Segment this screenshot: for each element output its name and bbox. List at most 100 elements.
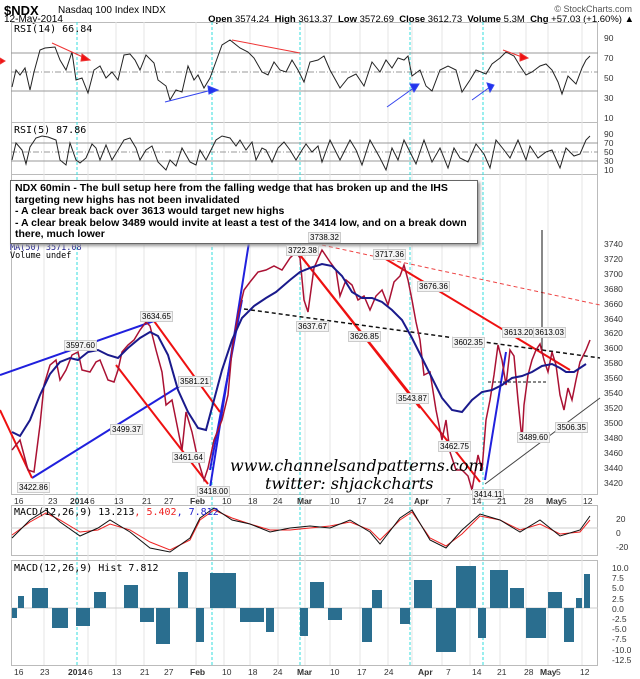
tick: 3560	[604, 373, 623, 384]
x-tick: 10	[330, 496, 340, 506]
x-tick: 23	[48, 496, 58, 506]
open-label: Open	[208, 14, 233, 25]
open-value: 3574.24	[235, 14, 270, 25]
x-tick: 10	[330, 667, 340, 677]
price-point-label: 3543.87	[396, 393, 429, 404]
watermark-twitter: twitter: shjackcharts	[265, 474, 434, 493]
macd-axis: 20 0 -20	[616, 512, 628, 554]
x-tick: 21	[142, 496, 152, 506]
price-point-label: 3676.36	[417, 281, 450, 292]
price-point-label: 3489.60	[517, 432, 550, 443]
chg-value: +57.03 (+1.60%) ▲	[551, 14, 634, 25]
macd-signal: , 5.402	[134, 507, 177, 518]
tick: 20	[616, 514, 626, 524]
low-label: Low	[338, 14, 357, 25]
annotation-box: NDX 60min - The bull setup here from the…	[10, 180, 478, 244]
price-point-label: 3414.11	[472, 489, 505, 500]
price-point-label: 3613.03	[533, 327, 566, 338]
annotation-line-2: - A clear break back over 3613 would tar…	[15, 205, 285, 217]
tick: 3460	[604, 447, 623, 458]
tick: 3440	[604, 462, 623, 473]
rsi5-label: RSI(5) 87.86	[14, 125, 87, 136]
tick: 3620	[604, 328, 623, 339]
tick: 90	[604, 33, 614, 43]
volume-label: Volume	[467, 14, 502, 25]
price-point-label: 3462.75	[438, 441, 471, 452]
x-tick: 24	[384, 667, 394, 677]
price-point-label: 3738.32	[308, 232, 341, 243]
volume-value: 5.3M	[503, 14, 525, 25]
hist-label: MACD(12,26,9) Hist 7.812	[14, 563, 159, 574]
price-point-label: 3634.65	[140, 311, 173, 322]
annotation-line-1: NDX 60min - The bull setup here from the…	[15, 182, 448, 206]
tick: 30	[604, 93, 614, 103]
ohlc-summary: Open 3574.24 High 3613.37 Low 3572.69 Cl…	[208, 14, 634, 25]
tick: 50	[604, 73, 614, 83]
price-point-label: 3722.38	[286, 245, 319, 256]
macd-label: MACD(12,26,9) 13.213, 5.402, 7.812	[14, 507, 219, 518]
x-tick: Feb	[190, 496, 206, 506]
rsi14-label: RSI(14) 66.84	[14, 24, 93, 35]
macd-value: MACD(12,26,9) 13.213	[14, 507, 135, 518]
watermark-site: www.channelsandpatterns.com	[230, 456, 484, 475]
x-tick: Apr	[418, 667, 433, 677]
tick: 3600	[604, 343, 623, 354]
x-tick: May	[546, 496, 563, 506]
tick: 3720	[604, 253, 623, 264]
x-tick: 2014	[68, 667, 87, 677]
x-tick: 21	[497, 667, 507, 677]
chart-date: 12-May-2014	[4, 14, 63, 25]
brand: © StockCharts.com	[554, 4, 632, 14]
high-value: 3613.37	[298, 14, 333, 25]
close-value: 3612.73	[427, 14, 463, 25]
low-value: 3572.69	[359, 14, 394, 25]
x-tick: 12	[583, 496, 593, 506]
price-point-label: 3597.60	[64, 340, 97, 351]
x-tick: 10	[222, 667, 232, 677]
x-tick: 13	[114, 496, 124, 506]
x-tick: 28	[524, 667, 534, 677]
tick: 0	[616, 528, 621, 538]
x-tick: 5	[556, 667, 561, 677]
x-tick: 17	[357, 496, 367, 506]
x-tick: Mar	[297, 496, 313, 506]
tick: 5.0	[612, 583, 624, 594]
x-tick: 21	[497, 496, 507, 506]
x-tick: 17	[357, 667, 367, 677]
tick: 70	[604, 53, 614, 63]
x-tick: Apr	[414, 496, 429, 506]
tick: 70	[604, 138, 614, 148]
x-tick: 27	[164, 667, 174, 677]
price-point-label: 3506.35	[555, 422, 588, 433]
tick: 3500	[604, 417, 623, 428]
symbol: $NDX	[4, 3, 39, 18]
tick: 2.5	[612, 593, 624, 604]
hist-axis: 10.0 7.5 5.0 2.5 0.0 -2.5 -5.0 -7.5 -10.…	[612, 563, 631, 665]
tick: 3580	[604, 358, 623, 369]
tick: 10	[604, 165, 614, 175]
close-label: Close	[399, 14, 426, 25]
tick: 3740	[604, 239, 623, 249]
x-tick: 6	[90, 496, 95, 506]
x-tick: 23	[40, 667, 50, 677]
index-name: Nasdaq 100 Index INDX	[58, 5, 166, 16]
x-tick: Feb	[190, 667, 206, 677]
tick: 3420	[604, 477, 623, 488]
price-point-label: 3626.85	[348, 331, 381, 342]
tick: 7.5	[612, 573, 624, 584]
tick: 30	[604, 156, 614, 166]
tick: 50	[604, 147, 614, 157]
tick: 0.0	[612, 603, 624, 614]
price-point-label: 3637.67	[296, 321, 329, 332]
x-tick: 24	[273, 667, 283, 677]
tick: 3700	[604, 268, 623, 279]
tick: -10.0	[612, 644, 632, 655]
x-tick: 10	[222, 496, 232, 506]
x-tick: 18	[248, 667, 258, 677]
tick: 10.0	[612, 563, 629, 573]
x-tick: 5	[562, 496, 567, 506]
x-tick: 6	[88, 667, 93, 677]
ma-label: MA(50) 3571.08	[10, 243, 82, 253]
tick: -7.5	[612, 634, 627, 645]
